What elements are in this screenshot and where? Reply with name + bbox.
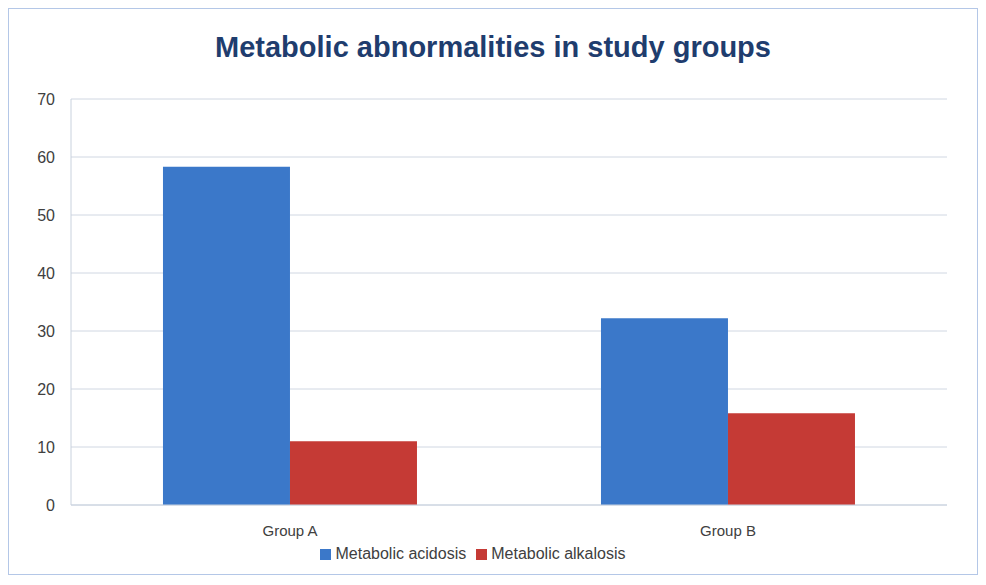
svg-text:Group A: Group A (262, 522, 317, 539)
html-text:Metabolic alkalosis: Metabolic alkalosis (491, 545, 626, 562)
svg-text:0: 0 (46, 497, 55, 514)
svg-text:40: 40 (37, 265, 55, 282)
svg-text:10: 10 (37, 439, 55, 456)
svg-text:30: 30 (37, 323, 55, 340)
svg-text:50: 50 (37, 207, 55, 224)
svg-text:70: 70 (37, 93, 55, 108)
html-text:Metabolic abnormalities in stu: Metabolic abnormalities in study groups (215, 31, 771, 63)
svg-text:60: 60 (37, 149, 55, 166)
svg-text:Group B: Group B (700, 522, 756, 539)
svg-text:20: 20 (37, 381, 55, 398)
html-text:Metabolic acidosis: Metabolic acidosis (335, 545, 467, 562)
